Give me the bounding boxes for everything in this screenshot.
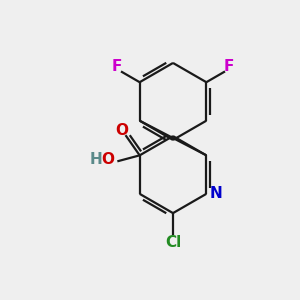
Text: H: H <box>89 152 102 166</box>
Text: O: O <box>102 152 115 166</box>
Text: F: F <box>112 58 122 74</box>
Text: Cl: Cl <box>165 235 181 250</box>
Text: O: O <box>115 123 128 138</box>
Text: F: F <box>224 58 234 74</box>
Text: N: N <box>209 186 222 201</box>
